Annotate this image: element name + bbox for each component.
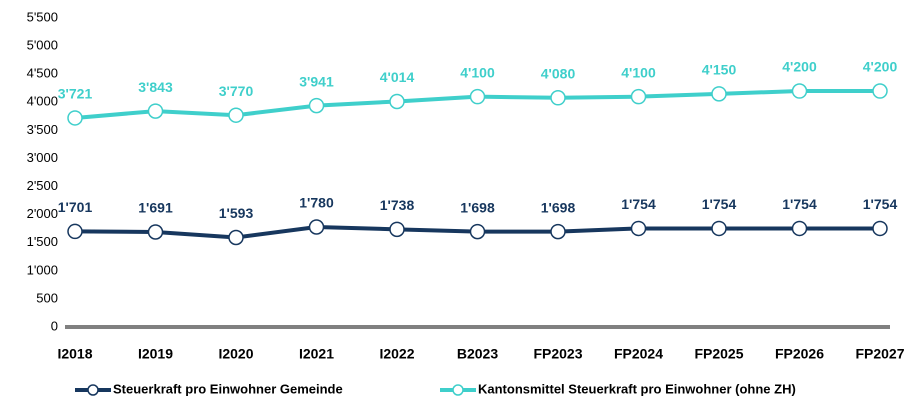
data-label: 4'200	[782, 59, 817, 75]
data-label: 3'721	[58, 86, 93, 102]
data-point	[308, 97, 325, 114]
data-point	[147, 224, 164, 240]
y-tick-label: 4'500	[27, 66, 58, 81]
x-tick-label: FP2023	[533, 346, 582, 362]
data-label: 1'780	[299, 195, 334, 211]
data-point	[228, 107, 244, 123]
x-tick-label: FP2024	[614, 346, 663, 362]
data-label: 1'698	[541, 199, 576, 215]
y-tick-label: 3'500	[27, 122, 58, 137]
data-point	[469, 223, 486, 240]
data-point	[308, 219, 325, 235]
data-label: 1'754	[863, 196, 898, 212]
data-point	[711, 220, 727, 237]
x-tick-label: FP2025	[694, 346, 743, 362]
data-label: 1'754	[621, 196, 656, 212]
data-point	[791, 83, 808, 99]
data-point	[67, 223, 83, 240]
y-tick-label: 1'500	[27, 234, 58, 249]
y-tick-label: 2'500	[27, 178, 58, 193]
data-label: 1'691	[138, 200, 173, 216]
x-tick-label: I2021	[299, 346, 334, 362]
data-point	[630, 88, 647, 105]
data-label: 4'200	[863, 59, 898, 75]
data-point	[389, 221, 405, 238]
x-tick-label: FP2027	[855, 346, 904, 362]
y-tick-label: 1'000	[27, 262, 58, 277]
y-tick-label: 3'000	[27, 150, 58, 165]
data-label: 1'701	[58, 199, 93, 215]
data-label: 1'754	[702, 196, 737, 212]
x-tick-label: I2019	[138, 346, 173, 362]
y-tick-label: 500	[36, 290, 58, 305]
x-tick-label: I2022	[379, 346, 414, 362]
y-tick-label: 2'000	[27, 206, 58, 221]
data-point	[872, 220, 888, 237]
data-label: 1'593	[219, 205, 254, 221]
data-point	[550, 223, 566, 240]
data-point	[147, 103, 164, 119]
x-tick-label: FP2026	[775, 346, 824, 362]
data-label: 4'014	[380, 69, 415, 85]
legend-marker	[87, 384, 99, 396]
data-label: 3'843	[138, 79, 173, 95]
legend-label: Steuerkraft pro Einwohner Gemeinde	[113, 381, 343, 396]
y-tick-label: 5'000	[27, 38, 58, 53]
legend-marker	[452, 384, 464, 396]
x-tick-label: B2023	[457, 346, 498, 362]
legend-label: Kantonsmittel Steuerkraft pro Einwohner …	[478, 381, 796, 396]
data-point	[630, 220, 647, 237]
data-label: 4'150	[702, 62, 737, 78]
data-label: 4'100	[621, 64, 656, 80]
data-point	[228, 229, 244, 246]
data-label: 3'941	[299, 73, 334, 89]
data-point	[389, 93, 405, 110]
data-label: 1'738	[380, 197, 415, 213]
data-label: 1'754	[782, 196, 817, 212]
y-tick-label: 0	[51, 318, 58, 333]
data-label: 4'100	[460, 64, 495, 80]
data-point	[469, 88, 486, 105]
data-label: 4'080	[541, 65, 576, 81]
x-tick-label: I2018	[57, 346, 92, 362]
data-label: 3'770	[219, 83, 254, 99]
y-tick-label: 5'500	[27, 9, 58, 24]
y-tick-label: 4'000	[27, 94, 58, 109]
x-tick-label: I2020	[218, 346, 253, 362]
data-point	[67, 110, 83, 126]
data-label: 1'698	[460, 199, 495, 215]
data-point	[550, 90, 566, 106]
data-point	[791, 220, 808, 237]
data-point	[711, 86, 727, 102]
data-point	[872, 83, 888, 99]
